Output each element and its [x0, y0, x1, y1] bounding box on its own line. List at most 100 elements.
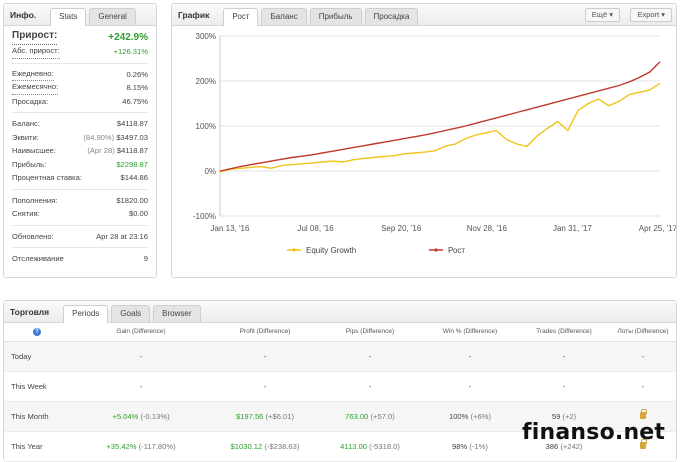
divider: [12, 224, 148, 226]
more-button[interactable]: Ещё ▾: [584, 8, 620, 22]
equity-percent: (84.90%): [83, 132, 115, 142]
equity-value: $3497.03: [116, 132, 148, 142]
y-tick-label: 100%: [196, 122, 216, 131]
profit-label: Прибыль:: [12, 159, 47, 169]
tab-profit[interactable]: Прибыль: [309, 8, 362, 25]
profit-cell-value: -: [263, 381, 267, 391]
monthly-row: Ежемесячно: 8.15%: [12, 81, 148, 95]
tab-balance[interactable]: Баланс: [261, 8, 307, 25]
drawdown-label: Просадка:: [12, 96, 49, 106]
profit-cell: $197.56 (+$6.01): [212, 401, 318, 432]
legend-label: Equity Growth: [306, 246, 356, 255]
period-label: This Week: [4, 371, 70, 402]
abs-growth-label[interactable]: Абс. прирост:: [12, 45, 60, 59]
watermark: finanso.net: [522, 420, 666, 445]
export-button[interactable]: Export ▾: [630, 8, 672, 22]
lots-cell: [610, 431, 676, 462]
profit-cell-value: $197.56: [235, 411, 264, 421]
abs-growth-value: +126.31%: [113, 47, 148, 56]
equity-row: Эквити: (84.90%) $3497.03: [12, 131, 148, 145]
equity-label: Эквити:: [12, 132, 39, 142]
divider: [12, 247, 148, 248]
trades-cell: -: [518, 341, 610, 372]
trading-panel: Торговля Periods Goals Browser ? Gain (D…: [3, 300, 677, 462]
divider: [12, 188, 148, 190]
withdrawals-value: $0.00: [128, 209, 148, 218]
win-cell: 100% (+6%): [422, 401, 518, 432]
profit-value: $2298.87: [116, 159, 148, 169]
trades-cell-value: 386: [545, 441, 559, 451]
lock-icon[interactable]: [640, 438, 647, 449]
tab-periods[interactable]: Periods: [63, 305, 109, 323]
win-cell: 98% (-1%): [422, 431, 518, 462]
monthly-label[interactable]: Ежемесячно:: [12, 81, 59, 95]
col-lots[interactable]: Лоты (Difference): [610, 323, 676, 342]
x-tick-label: Sep 20, '16: [381, 224, 422, 233]
updated-value: Apr 28 at 23:16: [96, 231, 148, 241]
col-trades[interactable]: Trades (Difference): [518, 323, 610, 342]
tab-drawdown[interactable]: Просадка: [364, 8, 419, 25]
col-win[interactable]: Win % (Difference): [422, 323, 518, 342]
win-cell-value: -: [468, 351, 472, 361]
x-tick-label: Nov 28, '16: [467, 224, 508, 233]
tab-growth[interactable]: Рост: [223, 8, 259, 26]
trades-cell-difference: (+2): [562, 411, 577, 421]
x-tick-label: Apr 25, '17: [639, 224, 676, 233]
legend-marker: [292, 248, 296, 252]
divider: [12, 62, 148, 64]
trades-cell: -: [518, 371, 610, 402]
gain-cell-value: -: [139, 351, 143, 361]
pips-cell-value: -: [368, 381, 372, 391]
gain-cell-value: +5.04%: [112, 411, 139, 421]
help-cell: ?: [4, 323, 70, 342]
lots-cell: -: [610, 341, 676, 372]
tab-browser[interactable]: Browser: [153, 305, 201, 322]
period-label: Today: [4, 341, 70, 372]
trades-cell: 59 (+2): [518, 401, 610, 432]
profit-cell: $1030.12 (-$238.63): [212, 431, 318, 462]
drawdown-row: Просадка: 46.75%: [12, 95, 148, 109]
chevron-down-icon: ▾: [661, 10, 665, 19]
table-row: This Month +5.04% (-0.13%) $197.56 (+$6.01…: [4, 401, 676, 432]
highest-value: $4118.87: [116, 146, 148, 155]
more-label: Ещё: [591, 10, 608, 19]
lots-cell: -: [610, 371, 676, 402]
interest-value: $144.86: [120, 173, 148, 182]
pips-cell-value: -: [368, 351, 372, 361]
chart-header: График Рост Баланс Прибыль Просадка: [172, 4, 676, 26]
periods-table: ? Gain (Difference) Profit (Difference) …: [4, 323, 676, 462]
profit-cell-difference: (+$6.01): [265, 411, 295, 421]
x-tick-label: Jan 31, '17: [553, 224, 592, 233]
gain-cell-value: -: [139, 381, 143, 391]
daily-label[interactable]: Ежедневно:: [12, 68, 54, 81]
legend-label: Рост: [448, 246, 465, 255]
drawdown-value: 46.75%: [122, 96, 148, 106]
table-row: Today - - - - - -: [4, 341, 676, 372]
lock-icon[interactable]: [640, 408, 647, 419]
gain-cell-difference: (-117.80%): [138, 441, 176, 451]
table-header-row: ? Gain (Difference) Profit (Difference) …: [4, 323, 676, 342]
tab-general[interactable]: General: [89, 8, 136, 25]
trades-cell-value: 59: [551, 411, 561, 421]
pips-cell-value: 763.00: [345, 411, 369, 421]
daily-row: Ежедневно: 0.26%: [12, 68, 148, 81]
withdrawals-row: Снятия: $0.00: [12, 207, 148, 221]
trades-cell-value: -: [562, 351, 566, 361]
x-tick-label: Jan 13, '16: [211, 224, 250, 233]
tab-stats[interactable]: Stats: [50, 8, 87, 26]
divider: [12, 112, 148, 113]
profit-cell-difference: (-$238.63): [264, 441, 300, 451]
tab-goals[interactable]: Goals: [111, 305, 151, 322]
growth-label[interactable]: Прирост:: [12, 30, 58, 45]
col-gain[interactable]: Gain (Difference): [70, 323, 212, 342]
help-icon[interactable]: ?: [33, 327, 41, 336]
chart-panel: График Рост Баланс Прибыль Просадка Ещё …: [171, 3, 677, 278]
trading-title: Торговля: [10, 306, 50, 317]
win-cell: -: [422, 371, 518, 402]
col-profit[interactable]: Profit (Difference): [212, 323, 318, 342]
table-row: This Year +35.42% (-117.80%) $1030.12 (-$2…: [4, 431, 676, 462]
profit-cell: -: [212, 371, 318, 402]
trading-header: Торговля Periods Goals Browser: [4, 301, 676, 323]
period-label: This Month: [4, 401, 70, 432]
col-pips[interactable]: Pips (Difference): [318, 323, 422, 342]
